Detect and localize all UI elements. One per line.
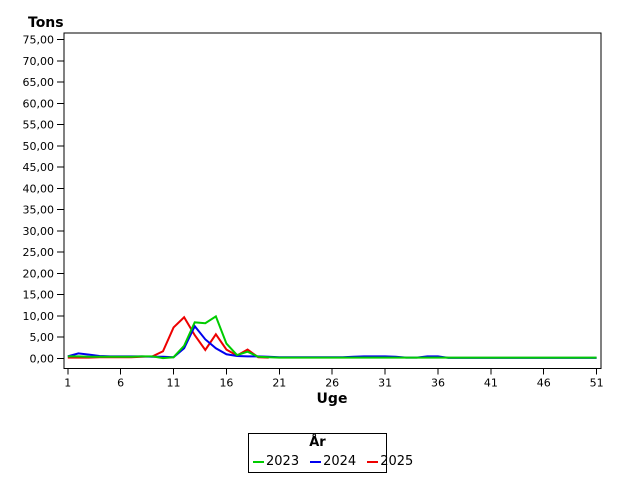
y-tick-label: 50,00 — [23, 140, 55, 153]
y-tick-label: 10,00 — [23, 310, 55, 323]
y-tick-label: 35,00 — [23, 204, 55, 217]
x-tick-label: 16 — [219, 377, 233, 390]
y-tick-label: 70,00 — [23, 55, 55, 68]
x-tick-label: 11 — [167, 377, 181, 390]
y-tick-label: 5,00 — [30, 331, 55, 344]
y-tick-label: 40,00 — [23, 182, 55, 195]
x-tick-label: 46 — [537, 377, 551, 390]
legend-items: 2023 2024 2025 — [249, 454, 413, 469]
legend-swatch-2023-icon — [253, 460, 264, 463]
x-tick-label: 36 — [431, 377, 445, 390]
y-tick-label: 60,00 — [23, 97, 55, 110]
x-tick-label: 31 — [378, 377, 392, 390]
x-axis-title: Uge — [316, 391, 348, 407]
legend-label-2025: 2025 — [380, 454, 414, 469]
x-tick-label: 1 — [64, 377, 71, 390]
legend-item-2024: 2024 — [310, 454, 356, 469]
x-tick-label: 41 — [484, 377, 498, 390]
legend-label-2023: 2023 — [266, 454, 300, 469]
legend-item-2025: 2025 — [367, 454, 413, 469]
y-axis-title: Tons — [28, 15, 64, 31]
y-tick-label: 55,00 — [23, 119, 55, 132]
y-tick-label: 25,00 — [23, 246, 55, 259]
series-line-2024 — [67, 324, 597, 359]
series-line-2025 — [67, 315, 269, 359]
x-tick-label: 26 — [325, 377, 339, 390]
y-tick-label: 15,00 — [23, 289, 55, 302]
legend-swatch-2024-icon — [310, 460, 322, 463]
y-tick-label: 65,00 — [23, 76, 55, 89]
legend-item-2023: 2023 — [253, 454, 299, 469]
y-tick-label: 75,00 — [23, 34, 55, 47]
y-tick-label: 0,00 — [30, 353, 55, 366]
legend: År 2023 2024 2025 — [248, 433, 413, 473]
x-tick-label: 21 — [272, 377, 286, 390]
legend-swatch-2025-icon — [367, 460, 379, 463]
plot-border — [63, 32, 602, 369]
legend-label-2024: 2024 — [323, 454, 357, 469]
y-tick-label: 20,00 — [23, 267, 55, 280]
y-tick-label: 30,00 — [23, 225, 55, 238]
x-tick-label: 51 — [590, 377, 604, 390]
y-tick-label: 45,00 — [23, 161, 55, 174]
series-line-2023 — [67, 314, 597, 360]
x-tick-label: 6 — [117, 377, 124, 390]
legend-title: År — [309, 435, 326, 450]
